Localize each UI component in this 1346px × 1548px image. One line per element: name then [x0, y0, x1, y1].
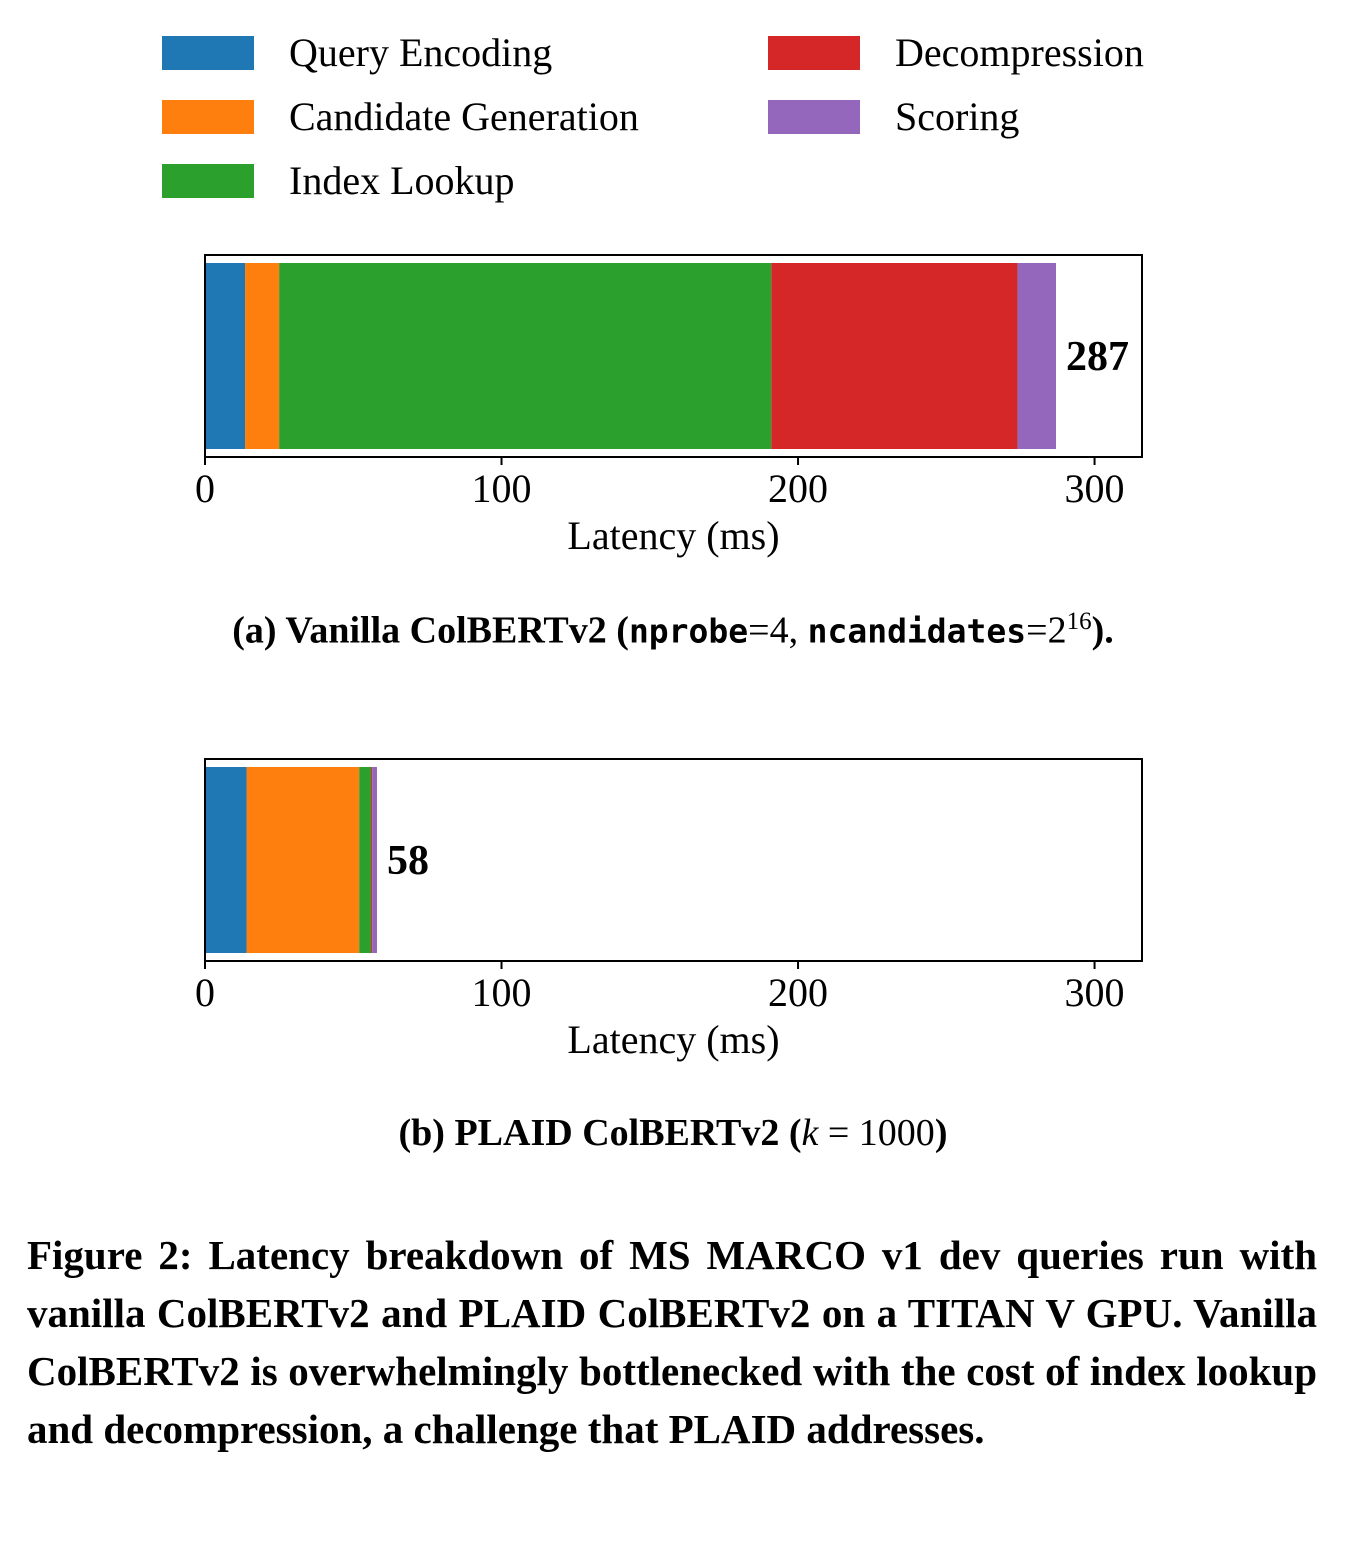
subcaption-b-eq: = 1000 [818, 1112, 935, 1154]
subcaption-a-suffix: ). [1091, 609, 1114, 652]
legend-swatch [162, 100, 254, 134]
axes-frame [204, 254, 1143, 458]
legend-label: Index Lookup [289, 158, 515, 203]
total-label: 58 [387, 838, 429, 884]
bar-segment-decompression [371, 767, 373, 953]
subcaption-a-param1: nprobe [628, 611, 749, 651]
subcaption-a-eq2: =2 [1026, 609, 1067, 652]
x-tick-label: 0 [195, 466, 215, 511]
legend-item-candidate-generation: Candidate Generation [162, 97, 639, 137]
legend-label: Decompression [895, 30, 1144, 75]
bar-segment-candidate-generation [246, 767, 360, 953]
legend-label: Scoring [895, 94, 1020, 139]
bar-segment-query-encoding [205, 767, 247, 953]
axes-frame [204, 758, 1143, 962]
subcaption-b-suffix: ) [934, 1112, 948, 1154]
x-axis-label: Latency (ms) [567, 513, 779, 558]
legend-label: Query Encoding [289, 30, 553, 75]
bar-segment-candidate-generation [245, 263, 280, 449]
legend-label: Candidate Generation [289, 94, 639, 139]
legend-swatch [162, 164, 254, 198]
subcaption-b-prefix: (b) PLAID ColBERTv2 ( [398, 1112, 802, 1154]
x-tick-label: 100 [472, 466, 532, 511]
legend-swatch [768, 36, 860, 70]
x-tick-label: 100 [472, 970, 532, 1015]
legend-item-query-encoding: Query Encoding [162, 33, 552, 73]
subcaption-a-exponent: 16 [1066, 608, 1092, 635]
bar-segment-index-lookup [359, 767, 372, 953]
subcaption-b: (b) PLAID ColBERTv2 (k = 1000) [0, 1111, 1346, 1155]
chart-vanilla-colbertv2: 287 0 100 200 300 Latency (ms) [195, 254, 1143, 558]
subcaption-a-param2: ncandidates [807, 611, 1027, 651]
legend-item-scoring: Scoring [768, 97, 1019, 137]
x-tick-label: 200 [768, 466, 828, 511]
subcaption-a: (a) Vanilla ColBERTv2 (nprobe=4, ncandid… [0, 608, 1346, 653]
bar-segment-scoring [1017, 263, 1057, 449]
x-tick-label: 200 [768, 970, 828, 1015]
x-tick-label: 300 [1065, 970, 1125, 1015]
legend-swatch [768, 100, 860, 134]
figure-caption: Figure 2: Latency breakdown of MS MARCO … [27, 1232, 1317, 1452]
x-tick-label: 300 [1065, 466, 1125, 511]
legend-swatch [162, 36, 254, 70]
subcaption-a-prefix: (a) Vanilla ColBERTv2 ( [232, 609, 629, 652]
bar-segment-scoring [372, 767, 377, 953]
legend-item-index-lookup: Index Lookup [162, 161, 515, 201]
bar-segment-query-encoding [205, 263, 246, 449]
total-label: 287 [1066, 334, 1129, 380]
bar-segment-decompression [771, 263, 1018, 449]
legend-item-decompression: Decompression [768, 33, 1144, 73]
chart-legend: Query Encoding Candidate Generation Inde… [0, 0, 1346, 220]
x-tick-label: 0 [195, 970, 215, 1015]
subcaption-b-var: k [801, 1112, 819, 1154]
bar-segment-index-lookup [279, 263, 772, 449]
subcaption-a-eq1: =4, [748, 609, 808, 652]
chart-plaid-colbertv2: 58 0 100 200 300 Latency (ms) [195, 758, 1143, 1062]
x-axis-label: Latency (ms) [567, 1017, 779, 1062]
